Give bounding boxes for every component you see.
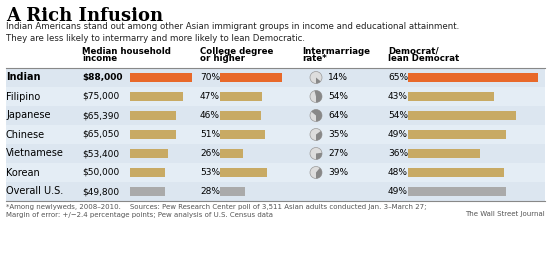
Text: 43%: 43% xyxy=(388,92,408,101)
Bar xyxy=(220,111,261,120)
Circle shape xyxy=(310,129,322,141)
Bar xyxy=(408,111,516,120)
Text: 28%: 28% xyxy=(200,187,220,196)
Text: 48%: 48% xyxy=(388,168,408,177)
Text: Vietnamese: Vietnamese xyxy=(6,149,64,158)
Text: 36%: 36% xyxy=(388,149,408,158)
Text: 26%: 26% xyxy=(200,149,220,158)
Text: 47%: 47% xyxy=(200,92,220,101)
Wedge shape xyxy=(316,78,321,84)
Text: Chinese: Chinese xyxy=(6,130,45,139)
Bar xyxy=(408,187,506,196)
Text: $49,800: $49,800 xyxy=(82,187,119,196)
Text: 54%: 54% xyxy=(328,92,348,101)
Circle shape xyxy=(310,167,322,178)
Text: lean Democrat: lean Democrat xyxy=(388,54,459,63)
Text: 39%: 39% xyxy=(328,168,348,177)
Text: 64%: 64% xyxy=(328,111,348,120)
Text: $53,400: $53,400 xyxy=(82,149,119,158)
Text: income: income xyxy=(82,54,117,63)
Bar xyxy=(130,73,192,82)
Bar xyxy=(130,92,183,101)
Bar xyxy=(6,182,545,201)
Circle shape xyxy=(310,147,322,159)
Text: 27%: 27% xyxy=(328,149,348,158)
Circle shape xyxy=(310,72,322,84)
Bar xyxy=(408,168,504,177)
Text: The Wall Street Journal: The Wall Street Journal xyxy=(465,211,545,217)
Circle shape xyxy=(310,110,322,121)
Text: Median household: Median household xyxy=(82,47,171,56)
Bar xyxy=(6,68,545,87)
Bar xyxy=(408,130,506,139)
Text: rate*: rate* xyxy=(302,54,327,63)
Bar xyxy=(6,163,545,182)
Text: 51%: 51% xyxy=(200,130,220,139)
Text: $65,050: $65,050 xyxy=(82,130,119,139)
Text: Filipino: Filipino xyxy=(6,92,40,101)
Text: 65%: 65% xyxy=(388,73,408,82)
Bar xyxy=(408,73,538,82)
Bar xyxy=(408,149,480,158)
Text: Indian: Indian xyxy=(6,73,40,82)
Bar xyxy=(6,106,545,125)
Text: 35%: 35% xyxy=(328,130,348,139)
Text: *Among newlyweds, 2008–2010.    Sources: Pew Research Center poll of 3,511 Asian: *Among newlyweds, 2008–2010. Sources: Pe… xyxy=(6,204,426,218)
Bar xyxy=(220,149,243,158)
Bar xyxy=(220,73,282,82)
Bar xyxy=(6,87,545,106)
Text: $75,000: $75,000 xyxy=(82,92,119,101)
Text: $88,000: $88,000 xyxy=(82,73,123,82)
Text: $65,390: $65,390 xyxy=(82,111,119,120)
Text: $50,000: $50,000 xyxy=(82,168,119,177)
Bar xyxy=(6,125,545,144)
Wedge shape xyxy=(315,90,322,102)
Text: 46%: 46% xyxy=(200,111,220,120)
Text: Overall U.S.: Overall U.S. xyxy=(6,187,63,196)
Text: Japanese: Japanese xyxy=(6,110,50,121)
Text: 70%: 70% xyxy=(200,73,220,82)
Text: or higher: or higher xyxy=(200,54,245,63)
Bar xyxy=(6,144,545,163)
Wedge shape xyxy=(311,110,322,121)
Text: Democrat/: Democrat/ xyxy=(388,47,439,56)
Text: 54%: 54% xyxy=(388,111,408,120)
Wedge shape xyxy=(316,168,322,178)
Text: 14%: 14% xyxy=(328,73,348,82)
Bar xyxy=(220,130,265,139)
Text: Intermarriage: Intermarriage xyxy=(302,47,370,56)
Text: College degree: College degree xyxy=(200,47,273,56)
Text: 53%: 53% xyxy=(200,168,220,177)
Bar xyxy=(130,168,165,177)
Bar xyxy=(220,92,262,101)
Bar xyxy=(130,187,165,196)
Bar xyxy=(130,149,168,158)
Wedge shape xyxy=(316,153,322,159)
Wedge shape xyxy=(316,131,322,141)
Circle shape xyxy=(310,90,322,102)
Text: 49%: 49% xyxy=(388,130,408,139)
Text: 49%: 49% xyxy=(388,187,408,196)
Bar xyxy=(220,187,245,196)
Text: Indian Americans stand out among other Asian immigrant groups in income and educ: Indian Americans stand out among other A… xyxy=(6,22,459,43)
Text: Korean: Korean xyxy=(6,167,40,178)
Bar xyxy=(130,130,176,139)
Bar xyxy=(220,168,267,177)
Text: A Rich Infusion: A Rich Infusion xyxy=(6,7,163,25)
Bar xyxy=(130,111,176,120)
Bar xyxy=(408,92,494,101)
